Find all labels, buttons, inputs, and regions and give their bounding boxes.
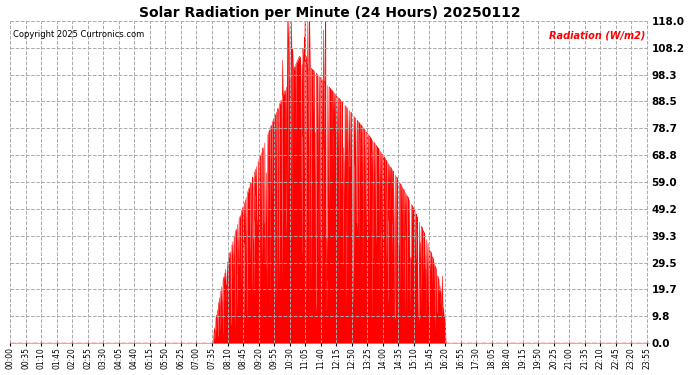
Title: Solar Radiation per Minute (24 Hours) 20250112: Solar Radiation per Minute (24 Hours) 20… — [139, 6, 520, 20]
Text: Copyright 2025 Curtronics.com: Copyright 2025 Curtronics.com — [13, 30, 144, 39]
Text: Radiation (W/m2): Radiation (W/m2) — [549, 30, 645, 40]
